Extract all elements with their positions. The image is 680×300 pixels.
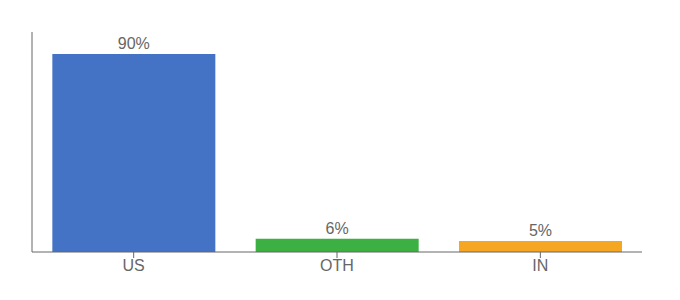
svg-text:US: US bbox=[123, 257, 145, 274]
svg-text:5%: 5% bbox=[529, 222, 552, 239]
svg-text:6%: 6% bbox=[326, 220, 349, 237]
svg-text:90%: 90% bbox=[118, 35, 150, 52]
svg-text:OTH: OTH bbox=[320, 257, 354, 274]
svg-text:IN: IN bbox=[532, 257, 548, 274]
